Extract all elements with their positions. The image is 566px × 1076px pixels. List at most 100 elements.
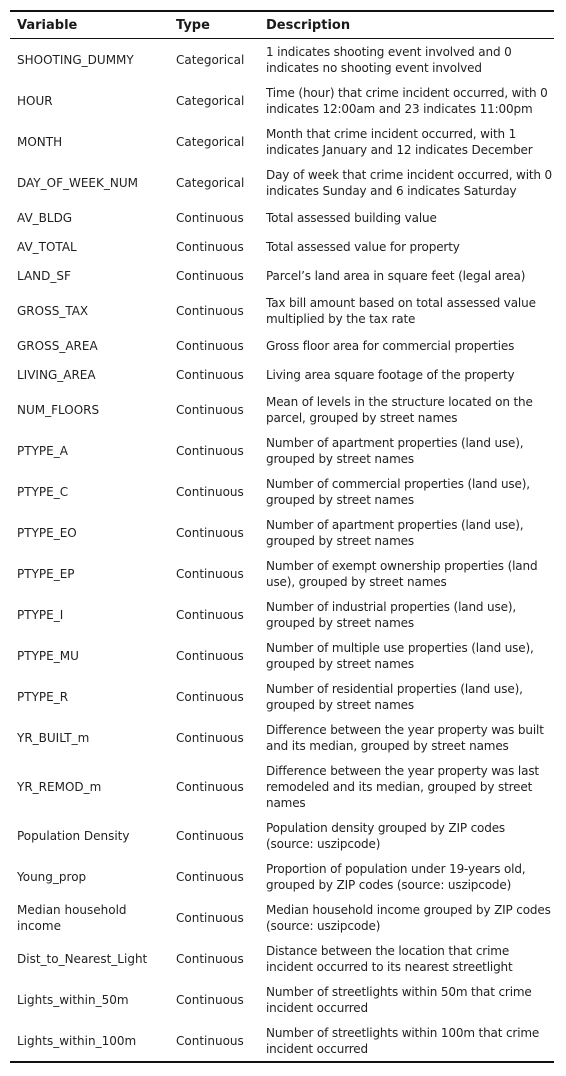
description-cell: Proportion of population under 19-years … bbox=[266, 861, 526, 892]
variable-cell: PTYPE_C bbox=[17, 484, 69, 499]
variable-cell: Lights_within_100m bbox=[17, 1033, 137, 1048]
type-cell: Continuous bbox=[176, 992, 244, 1007]
variable-cell: YR_REMOD_m bbox=[17, 779, 102, 794]
table-row: MONTH Categorical Month that crime inciden… bbox=[10, 121, 554, 162]
table-row: Lights_within_50m Continuous Number of str… bbox=[10, 979, 554, 1020]
description-cell: Parcel’s land area in square feet (legal… bbox=[266, 268, 526, 283]
table-row: GROSS_AREA Continuous Gross floor area for… bbox=[10, 331, 554, 360]
variable-cell: YR_BUILT_m bbox=[17, 730, 90, 745]
variable-cell: NUM_FLOORS bbox=[17, 402, 100, 417]
header-type: Type bbox=[176, 17, 210, 33]
description-cell: Number of apartment properties (land use… bbox=[266, 435, 524, 466]
type-cell: Continuous bbox=[176, 303, 244, 318]
variable-cell: PTYPE_EO bbox=[17, 525, 77, 540]
description-cell: Number of multiple use properties (land … bbox=[266, 640, 534, 671]
table-row: SHOOTING_DUMMY Categorical 1 indicates sho… bbox=[10, 39, 554, 80]
description-cell: Population density grouped by ZIP codes … bbox=[266, 820, 506, 851]
variable-cell: Median household income bbox=[17, 902, 127, 933]
description-cell: Number of exempt ownership properties (l… bbox=[266, 558, 538, 589]
variable-cell: PTYPE_MU bbox=[17, 648, 79, 663]
type-cell: Continuous bbox=[176, 402, 244, 417]
description-cell: Number of commercial properties (land us… bbox=[266, 476, 530, 507]
description-cell: Number of streetlights within 50m that c… bbox=[266, 984, 532, 1015]
description-cell: Mean of levels in the structure located … bbox=[266, 394, 533, 425]
description-cell: Number of apartment properties (land use… bbox=[266, 517, 524, 548]
type-cell: Categorical bbox=[176, 93, 245, 108]
variable-cell: AV_BLDG bbox=[17, 210, 73, 225]
table-row: YR_BUILT_m Continuous Difference between t… bbox=[10, 717, 554, 758]
table-row: PTYPE_EP Continuous Number of exempt owner… bbox=[10, 553, 554, 594]
variable-cell: PTYPE_A bbox=[17, 443, 68, 458]
table-row: DAY_OF_WEEK_NUM Categorical Day of week th… bbox=[10, 162, 554, 203]
description-cell: 1 indicates shooting event involved and … bbox=[266, 44, 512, 75]
type-cell: Continuous bbox=[176, 367, 244, 382]
description-cell: Day of week that crime incident occurred… bbox=[266, 167, 553, 198]
variable-cell: LIVING_AREA bbox=[17, 367, 96, 382]
type-cell: Continuous bbox=[176, 566, 244, 581]
type-cell: Continuous bbox=[176, 443, 244, 458]
type-cell: Continuous bbox=[176, 1033, 244, 1048]
variable-cell: Dist_to_Nearest_Light bbox=[17, 951, 148, 966]
type-cell: Continuous bbox=[176, 648, 244, 663]
description-cell: Month that crime incident occurred, with… bbox=[266, 126, 533, 157]
variable-cell: HOUR bbox=[17, 93, 53, 108]
description-cell: Total assessed building value bbox=[266, 210, 437, 225]
table-row: HOUR Categorical Time (hour) that crime in… bbox=[10, 80, 554, 121]
type-cell: Continuous bbox=[176, 689, 244, 704]
variable-cell: Population Density bbox=[17, 828, 130, 843]
table-row: Median household income Continuous Median … bbox=[10, 897, 554, 938]
type-cell: Continuous bbox=[176, 210, 244, 225]
type-cell: Categorical bbox=[176, 175, 245, 190]
table-body: SHOOTING_DUMMY Categorical 1 indicates sho… bbox=[10, 39, 554, 1061]
variable-cell: Young_prop bbox=[17, 869, 87, 884]
type-cell: Continuous bbox=[176, 828, 244, 843]
header-rule bbox=[10, 38, 554, 39]
variable-cell: GROSS_AREA bbox=[17, 338, 98, 353]
description-cell: Total assessed value for property bbox=[266, 239, 460, 254]
description-cell: Living area square footage of the proper… bbox=[266, 367, 515, 382]
bottom-rule bbox=[10, 1061, 554, 1063]
table-row: PTYPE_C Continuous Number of commercial pr… bbox=[10, 471, 554, 512]
table-row: PTYPE_R Continuous Number of residential p… bbox=[10, 676, 554, 717]
table-row: PTYPE_EO Continuous Number of apartment pr… bbox=[10, 512, 554, 553]
table-row: Lights_within_100m Continuous Number of st… bbox=[10, 1020, 554, 1061]
header-variable: Variable bbox=[17, 17, 78, 33]
variable-table: Variable Type Description SHOOTING_DUMMY… bbox=[10, 10, 554, 1063]
type-cell: Continuous bbox=[176, 779, 244, 794]
table-row: PTYPE_I Continuous Number of industrial pr… bbox=[10, 594, 554, 635]
variable-cell: DAY_OF_WEEK_NUM bbox=[17, 175, 138, 190]
table-row: LIVING_AREA Continuous Living area square … bbox=[10, 360, 554, 389]
table-row: Young_prop Continuous Proportion of popula… bbox=[10, 856, 554, 897]
table-row: AV_BLDG Continuous Total assessed building… bbox=[10, 203, 554, 232]
type-cell: Continuous bbox=[176, 484, 244, 499]
variable-cell: Lights_within_50m bbox=[17, 992, 129, 1007]
table-row: NUM_FLOORS Continuous Mean of levels in th… bbox=[10, 389, 554, 430]
type-cell: Continuous bbox=[176, 525, 244, 540]
header-description: Description bbox=[266, 17, 351, 33]
table-row: LAND_SF Continuous Parcel’s land area in s… bbox=[10, 261, 554, 290]
variable-cell: MONTH bbox=[17, 134, 63, 149]
description-cell: Time (hour) that crime incident occurred… bbox=[266, 85, 548, 116]
table-row: AV_TOTAL Continuous Total assessed value f… bbox=[10, 232, 554, 261]
description-cell: Number of residential properties (land u… bbox=[266, 681, 523, 712]
type-cell: Continuous bbox=[176, 268, 244, 283]
top-rule bbox=[10, 10, 554, 12]
description-cell: Gross floor area for commercial properti… bbox=[266, 338, 515, 353]
type-cell: Continuous bbox=[176, 951, 244, 966]
description-cell: Number of streetlights within 100m that … bbox=[266, 1025, 540, 1056]
variable-cell: PTYPE_I bbox=[17, 607, 64, 622]
description-cell: Difference between the year property was… bbox=[266, 763, 539, 810]
table-row: Dist_to_Nearest_Light Continuous Distance … bbox=[10, 938, 554, 979]
table-row: YR_REMOD_m Continuous Difference between t… bbox=[10, 758, 554, 815]
table-row: PTYPE_A Continuous Number of apartment pro… bbox=[10, 430, 554, 471]
type-cell: Categorical bbox=[176, 134, 245, 149]
type-cell: Continuous bbox=[176, 869, 244, 884]
type-cell: Categorical bbox=[176, 52, 245, 67]
variable-cell: PTYPE_R bbox=[17, 689, 69, 704]
table-row: GROSS_TAX Continuous Tax bill amount based… bbox=[10, 290, 554, 331]
table-row: Population Density Continuous Population d… bbox=[10, 815, 554, 856]
variable-cell: LAND_SF bbox=[17, 268, 71, 283]
description-cell: Distance between the location that crime… bbox=[266, 943, 513, 974]
type-cell: Continuous bbox=[176, 607, 244, 622]
description-cell: Number of industrial properties (land us… bbox=[266, 599, 517, 630]
